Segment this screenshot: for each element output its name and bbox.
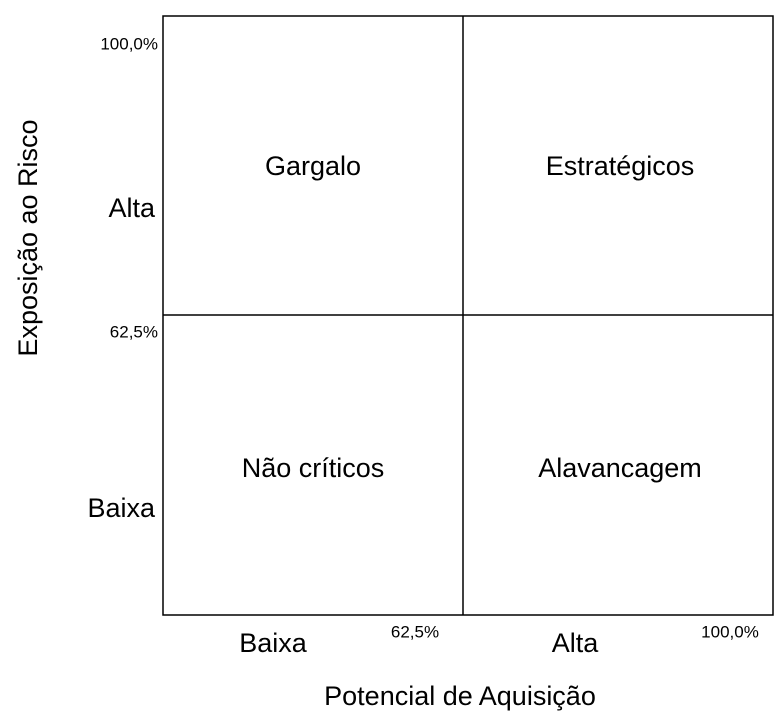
y-value-label: 100,0% — [100, 34, 158, 53]
x-level-label: Alta — [552, 628, 600, 658]
quadrant-label: Alavancagem — [538, 453, 702, 483]
x-value-label: 62,5% — [391, 622, 439, 641]
quadrant-label: Gargalo — [265, 151, 361, 181]
quadrant-label: Estratégicos — [546, 151, 695, 181]
x-level-label: Baixa — [239, 628, 308, 658]
x-value-label: 100,0% — [701, 622, 759, 641]
y-level-label: Baixa — [87, 493, 156, 523]
x-axis-title: Potencial de Aquisição — [324, 681, 596, 711]
y-value-label: 62,5% — [110, 322, 158, 341]
y-axis-title: Exposição ao Risco — [13, 119, 43, 356]
y-level-label: Alta — [108, 193, 156, 223]
quadrant-label: Não críticos — [242, 453, 385, 483]
